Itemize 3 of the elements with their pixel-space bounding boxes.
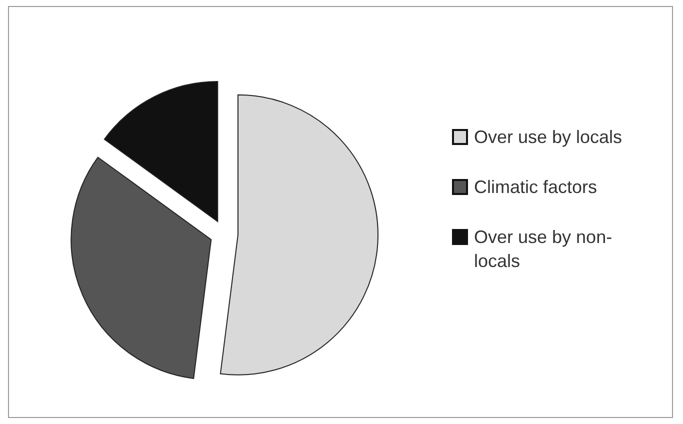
legend-label: Over use by locals	[474, 126, 622, 149]
legend-label: Climatic factors	[474, 176, 598, 199]
legend-label: Over use by non-locals	[474, 226, 614, 273]
